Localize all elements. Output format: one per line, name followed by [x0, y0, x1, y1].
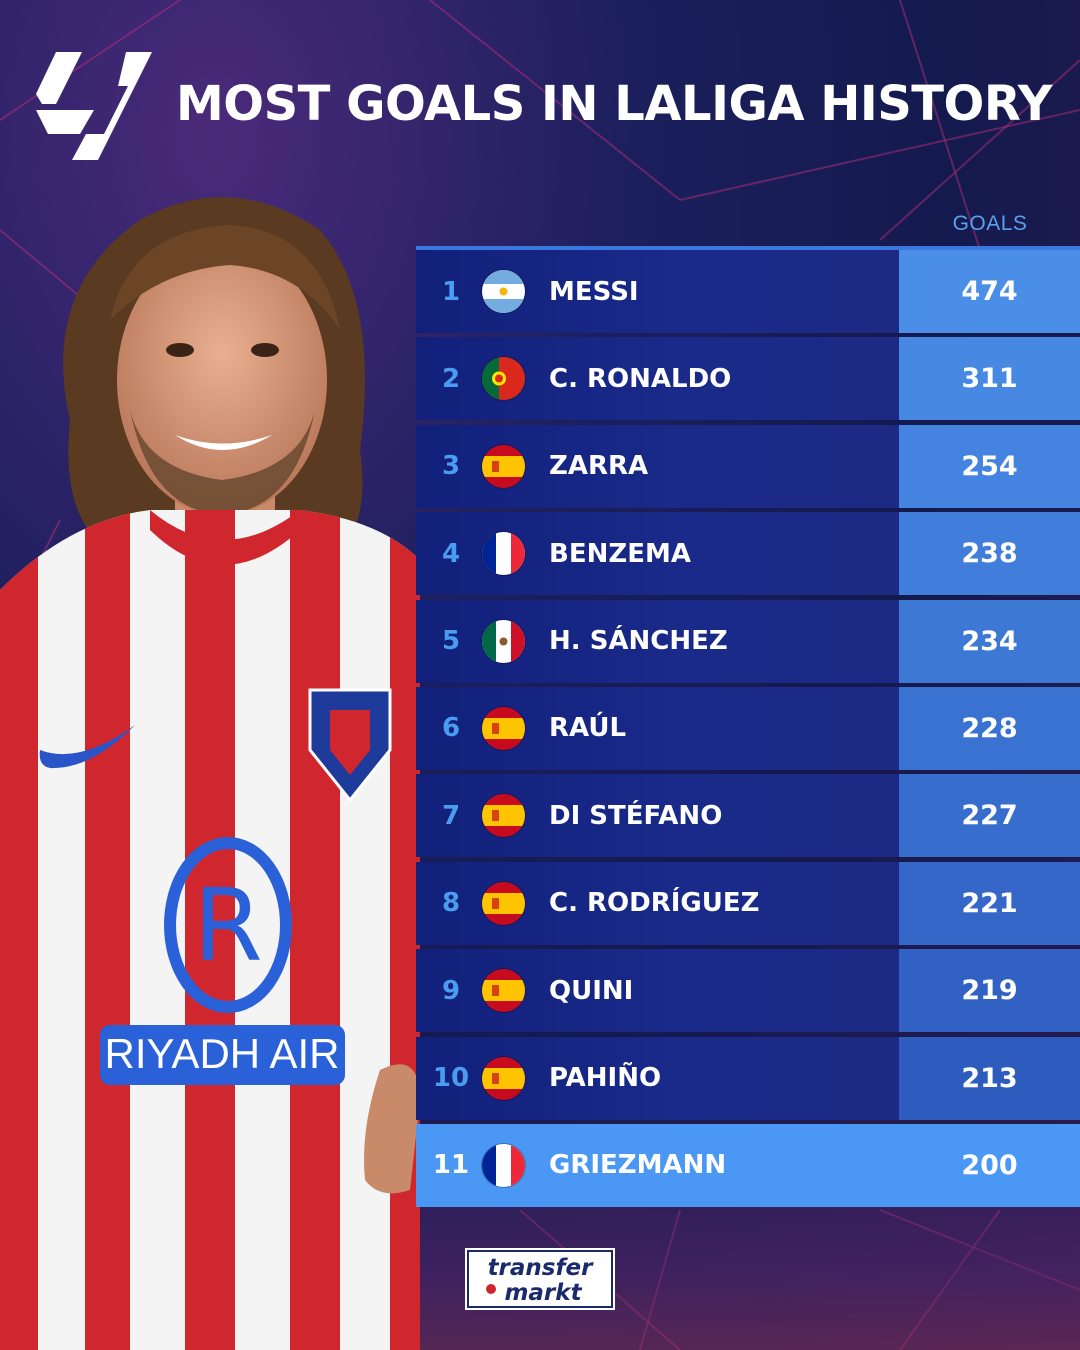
goals-value: 474 — [899, 250, 1080, 333]
svg-text:transfer: transfer — [488, 1255, 595, 1281]
player-name: DI STÉFANO — [549, 800, 723, 831]
page-title: MOST GOALS IN LALIGA HISTORY — [176, 76, 1052, 132]
player-name: C. RONALDO — [549, 363, 732, 394]
goals-value: 227 — [899, 774, 1080, 858]
goals-column-header: GOALS — [952, 212, 1028, 235]
player-name: ZARRA — [549, 451, 649, 482]
table-row: 6 RAÚL 228 — [416, 686, 1080, 770]
goals-value: 219 — [899, 949, 1080, 1033]
spain-flag-icon — [482, 794, 525, 838]
goals-value: 200 — [899, 1123, 1080, 1207]
rank-label: 2 — [441, 363, 461, 394]
goals-value: 213 — [899, 1036, 1080, 1120]
table-row: 10 PAHIÑO 213 — [416, 1036, 1080, 1120]
rank-label: 10 — [432, 1063, 470, 1094]
goals-value: 234 — [899, 599, 1080, 683]
player-cell: 10 PAHIÑO — [416, 1036, 899, 1120]
argentina-flag-icon — [482, 270, 525, 313]
spain-flag-icon — [482, 881, 525, 925]
table-row: 2 C. RONALDO 311 — [416, 337, 1080, 421]
player-name: C. RODRÍGUEZ — [549, 888, 760, 919]
rank-label: 4 — [441, 538, 461, 569]
player-name: RAÚL — [549, 713, 627, 744]
player-cell: 4 BENZEMA — [416, 512, 899, 596]
rank-label: 7 — [441, 800, 461, 831]
player-cell: 9 QUINI — [416, 949, 899, 1033]
rank-label: 11 — [432, 1150, 470, 1181]
table-row: 4 BENZEMA 238 — [416, 512, 1080, 596]
player-name: GRIEZMANN — [549, 1150, 727, 1181]
rank-label: 6 — [441, 713, 461, 744]
svg-text:R: R — [193, 867, 262, 984]
laliga-logo — [36, 52, 152, 160]
player-cell: 6 RAÚL — [416, 686, 899, 770]
player-name: H. SÁNCHEZ — [549, 626, 728, 657]
rank-label: 1 — [441, 276, 461, 307]
rank-label: 9 — [441, 975, 461, 1006]
table-row: 1 MESSI 474 — [416, 250, 1080, 333]
spain-flag-icon — [482, 444, 525, 488]
table-row: 9 QUINI 219 — [416, 949, 1080, 1033]
table-row: 8 C. RODRÍGUEZ 221 — [416, 861, 1080, 945]
goals-value: 311 — [899, 337, 1080, 421]
mexico-flag-icon — [482, 619, 525, 663]
rank-label: 8 — [441, 888, 461, 919]
table-row: 3 ZARRA 254 — [416, 424, 1080, 508]
table-row: 5 H. SÁNCHEZ 234 — [416, 599, 1080, 683]
goals-value: 238 — [899, 512, 1080, 596]
portugal-flag-icon — [482, 357, 525, 401]
player-name: PAHIÑO — [549, 1063, 662, 1094]
player-name: MESSI — [549, 276, 639, 307]
svg-text:markt: markt — [504, 1280, 582, 1306]
player-cell: 11 GRIEZMANN — [416, 1123, 899, 1207]
table-row: 7 DI STÉFANO 227 — [416, 774, 1080, 858]
sponsor-text: RIYADH AIR — [105, 1030, 340, 1077]
player-cell: 3 ZARRA — [416, 424, 899, 508]
player-name: BENZEMA — [549, 538, 691, 569]
rank-label: 3 — [441, 451, 461, 482]
rank-label: 5 — [441, 626, 461, 657]
spain-flag-icon — [482, 969, 525, 1013]
player-cell: 7 DI STÉFANO — [416, 774, 899, 858]
player-cell: 1 MESSI — [416, 250, 899, 333]
spain-flag-icon — [482, 706, 525, 750]
player-cell: 5 H. SÁNCHEZ — [416, 599, 899, 683]
spain-flag-icon — [482, 1056, 525, 1100]
france-flag-icon — [482, 532, 525, 576]
player-cell: 2 C. RONALDO — [416, 337, 899, 421]
player-name: QUINI — [549, 975, 634, 1006]
player-cell: 8 C. RODRÍGUEZ — [416, 861, 899, 945]
goals-value: 228 — [899, 686, 1080, 770]
france-flag-icon — [482, 1143, 525, 1187]
table-top-line — [416, 246, 1080, 250]
goals-value: 254 — [899, 424, 1080, 508]
player-photo: R RIYADH AIR — [0, 197, 420, 1350]
goals-table: 1 MESSI 474 2 C. RONALDO 311 3 ZARRA 254 4 BENZEMA… — [416, 250, 1080, 1211]
table-row: 11 GRIEZMANN 200 — [416, 1123, 1080, 1207]
transfermarkt-logo: transfer markt — [465, 1248, 615, 1310]
goals-value: 221 — [899, 861, 1080, 945]
